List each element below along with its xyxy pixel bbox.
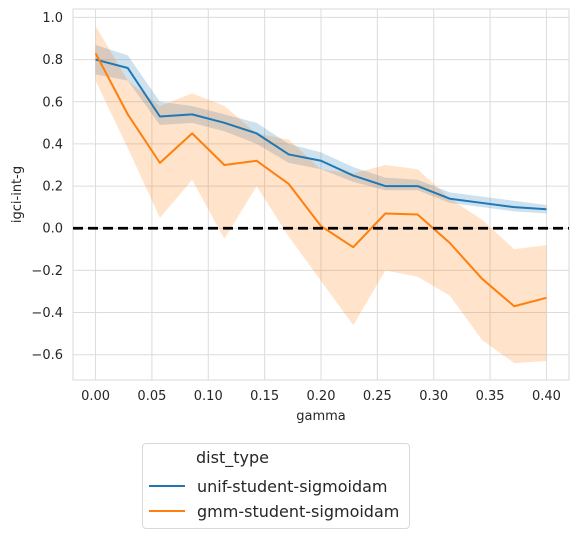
x-tick-label: 0.35: [476, 389, 505, 404]
y-tick-label: −0.6: [31, 348, 63, 363]
legend: dist_type unif-student-sigmoidam gmm-stu…: [142, 443, 410, 529]
y-tick-label: 0.2: [42, 180, 63, 195]
y-tick-label: 1.0: [42, 11, 63, 26]
x-axis-ticks: 0.00 0.05 0.10 0.15 0.20 0.25 0.30 0.35 0.40: [81, 389, 561, 404]
y-axis-label: igci-int-g: [10, 166, 25, 223]
y-tick-label: 0.0: [42, 222, 63, 237]
legend-title: dist_type: [196, 448, 269, 467]
confidence-band: [95, 25, 547, 364]
legend-entry-unif-student-sigmoidam: unif-student-sigmoidam: [149, 475, 388, 497]
y-tick-label: −0.4: [31, 306, 63, 321]
x-tick-label: 0.30: [419, 389, 448, 404]
line-chart: 0.00 0.05 0.10 0.15 0.20 0.25 0.30 0.35 0.40 −0.…: [10, 8, 570, 424]
legend-swatch-blue: [149, 485, 185, 487]
legend-swatch-orange: [149, 510, 185, 512]
legend-label: gmm-student-sigmoidam: [197, 501, 400, 521]
y-tick-label: 0.6: [42, 95, 63, 110]
legend-label: unif-student-sigmoidam: [197, 476, 388, 496]
y-tick-label: 0.4: [42, 137, 63, 152]
series-lines: [94, 52, 547, 308]
x-tick-label: 0.00: [81, 389, 110, 404]
x-tick-label: 0.15: [250, 389, 279, 404]
x-tick-label: 0.25: [363, 389, 392, 404]
confidence-bands: [95, 25, 547, 364]
legend-entry-gmm-student-sigmoidam: gmm-student-sigmoidam: [149, 500, 399, 522]
y-tick-label: 0.8: [42, 53, 63, 68]
y-tick-label: −0.2: [31, 264, 63, 279]
x-tick-label: 0.05: [137, 389, 166, 404]
y-axis-ticks: −0.6 −0.4 −0.2 0.0 0.2 0.4 0.6 0.8 1.0: [31, 11, 63, 363]
series-line: [94, 52, 547, 308]
x-tick-label: 0.10: [194, 389, 223, 404]
x-axis-label: gamma: [296, 409, 346, 424]
x-tick-label: 0.20: [307, 389, 336, 404]
series-line: [95, 58, 547, 211]
x-tick-label: 0.40: [532, 389, 561, 404]
